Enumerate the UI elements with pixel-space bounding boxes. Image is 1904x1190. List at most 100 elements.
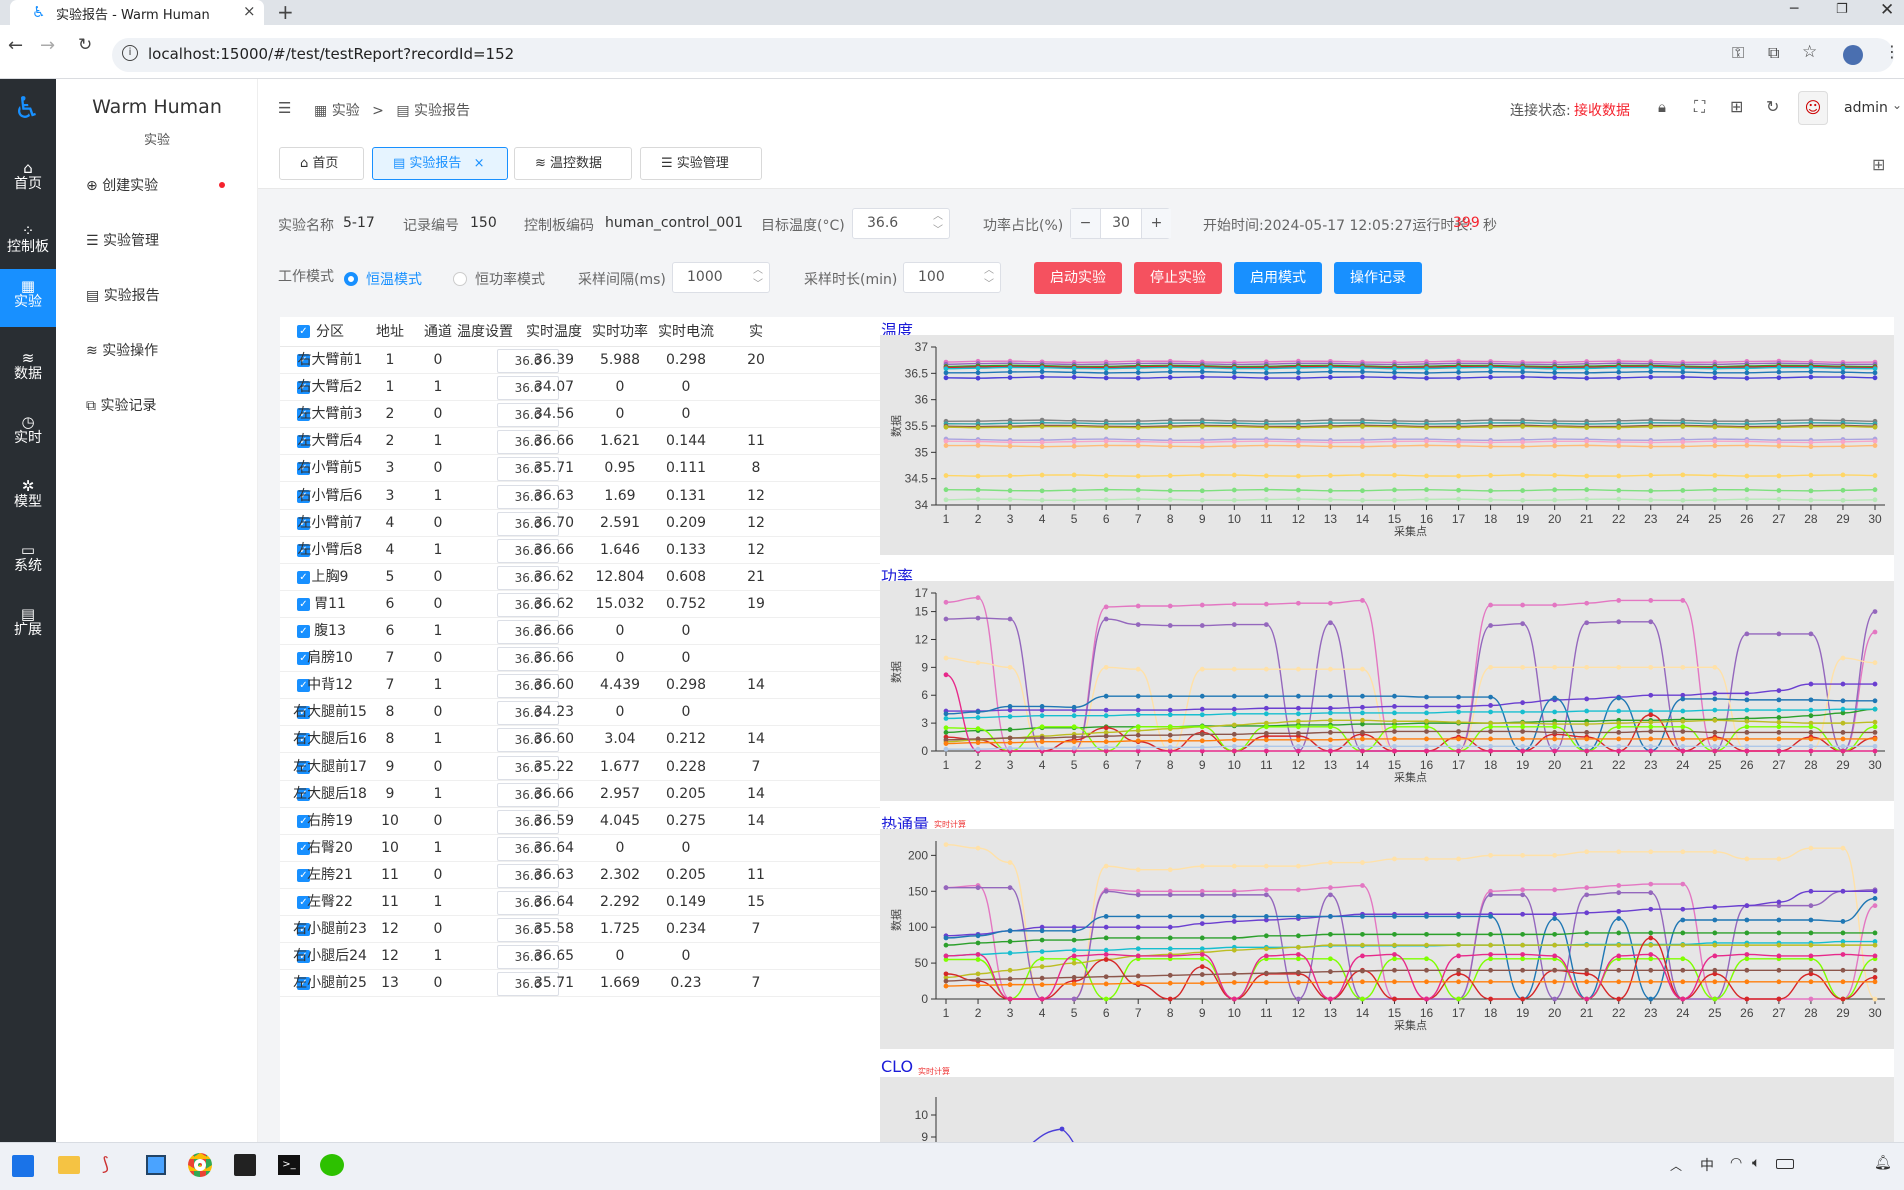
back-icon[interactable]: ← bbox=[8, 35, 24, 56]
row-checkbox[interactable]: ✓ bbox=[297, 462, 310, 476]
row-checkbox[interactable]: ✓ bbox=[297, 543, 310, 557]
row-checkbox[interactable]: ✓ bbox=[297, 435, 310, 449]
stop-experiment-button[interactable]: 停止实验 bbox=[1134, 262, 1222, 294]
table-row[interactable]: ✓ 左大腿后18 9 1 36.6 36.66 2.957 0.205 14 bbox=[280, 781, 880, 808]
temp-setting-input[interactable]: 36.6 bbox=[497, 945, 559, 970]
temp-setting-input[interactable]: 36.6 bbox=[497, 701, 559, 726]
temp-setting-input[interactable]: 36.6 bbox=[497, 863, 559, 888]
temp-setting-input[interactable]: 36.6 bbox=[497, 511, 559, 536]
temp-setting-input[interactable]: 36.6 bbox=[497, 592, 559, 617]
enable-mode-button[interactable]: 启用模式 bbox=[1234, 262, 1322, 294]
table-row[interactable]: ✓ 上胸9 5 0 36.6 36.62 12.804 0.608 21 bbox=[280, 564, 880, 591]
notification-icon[interactable]: 🔔︎ bbox=[1874, 1155, 1892, 1171]
nav-home[interactable]: ⌂ 首页 bbox=[0, 151, 56, 205]
table-row[interactable]: ✓ 左大臂后4 2 1 36.6 36.66 1.621 0.144 11 bbox=[280, 428, 880, 456]
temp-setting-input[interactable]: 36.6 bbox=[497, 565, 559, 590]
table-row[interactable]: ✓ 右大腿后16 8 1 36.6 36.60 3.04 0.212 14 bbox=[280, 726, 880, 754]
browser-menu-icon[interactable]: ⋮ bbox=[1884, 42, 1900, 61]
avatar[interactable]: ☺ bbox=[1798, 91, 1828, 125]
submenu-report[interactable]: ▤ 实验报告 bbox=[86, 285, 160, 305]
duration-input[interactable]: 100 ︿ ﹀ bbox=[903, 262, 1001, 293]
temp-setting-input[interactable]: 36.6 bbox=[497, 755, 559, 780]
row-checkbox[interactable]: ✓ bbox=[297, 896, 310, 909]
row-checkbox[interactable]: ✓ bbox=[297, 787, 310, 801]
jetbrains-icon[interactable] bbox=[234, 1154, 256, 1176]
install-icon[interactable]: ⧉ bbox=[1768, 43, 1780, 62]
row-checkbox[interactable]: ✓ bbox=[297, 652, 310, 666]
nav-extend[interactable]: ▤ 扩展 bbox=[0, 597, 56, 651]
app-icon[interactable]: ⟆ bbox=[102, 1154, 110, 1175]
temp-setting-input[interactable]: 36.6 bbox=[497, 918, 559, 943]
wifi-icon[interactable]: ◠ bbox=[1730, 1155, 1743, 1171]
temp-setting-input[interactable]: 36.6 bbox=[497, 538, 559, 563]
target-temp-input[interactable]: 36.6 ︿ ﹀ bbox=[852, 208, 950, 239]
spin-down-icon[interactable]: ﹀ bbox=[984, 279, 994, 290]
wechat-icon[interactable] bbox=[320, 1154, 344, 1176]
url-field[interactable]: i localhost:15000/#/test/testReport?reco… bbox=[112, 38, 1894, 72]
tab-close-icon[interactable]: × bbox=[473, 156, 485, 171]
table-row[interactable]: ✓ 右小臂后6 3 1 36.6 36.63 1.69 0.131 12 bbox=[280, 483, 880, 510]
row-checkbox[interactable]: ✓ bbox=[297, 706, 310, 720]
table-row[interactable]: ✓ 腹13 6 1 36.6 36.66 0 0 bbox=[280, 618, 880, 645]
tab-manage[interactable]: ☰ 实验管理 bbox=[640, 147, 762, 180]
table-row[interactable]: ✓ 左小腿前25 13 0 36.6 35.71 1.669 0.23 7 bbox=[280, 970, 880, 998]
row-checkbox[interactable]: ✓ bbox=[297, 950, 310, 964]
temp-setting-input[interactable]: 36.6 bbox=[497, 809, 559, 834]
temp-setting-input[interactable]: 36.6 bbox=[497, 457, 559, 482]
new-tab-icon[interactable]: + bbox=[277, 0, 294, 24]
table-row[interactable]: ✓ 右大臂前1 1 0 36.6 36.39 5.988 0.298 20 bbox=[280, 347, 880, 374]
table-row[interactable]: ✓ 右大臂后2 1 1 36.6 34.07 0 0 bbox=[280, 374, 880, 402]
row-checkbox[interactable]: ✓ bbox=[297, 841, 310, 855]
table-row[interactable]: ✓ 左小臂前7 4 0 36.6 36.70 2.591 0.209 12 bbox=[280, 510, 880, 537]
table-row[interactable]: ✓ 左小臂后8 4 1 36.6 36.66 1.646 0.133 12 bbox=[280, 537, 880, 564]
temp-setting-input[interactable]: 36.6 bbox=[497, 484, 559, 509]
spin-down-icon[interactable]: ﹀ bbox=[753, 279, 763, 290]
fullscreen-icon[interactable]: ⛶ bbox=[1694, 97, 1706, 116]
temp-setting-input[interactable]: 36.6 bbox=[497, 349, 559, 373]
row-checkbox[interactable]: ✓ bbox=[297, 923, 310, 937]
chrome-icon[interactable] bbox=[188, 1153, 212, 1177]
row-checkbox[interactable]: ✓ bbox=[297, 679, 310, 693]
row-checkbox[interactable]: ✓ bbox=[297, 597, 310, 611]
stepper-plus-button[interactable]: + bbox=[1141, 209, 1171, 238]
layout-icon[interactable]: ⊞ bbox=[1730, 97, 1744, 116]
bookmark-star-icon[interactable]: ☆ bbox=[1802, 42, 1818, 62]
reload-icon[interactable]: ↻ bbox=[78, 35, 93, 55]
nav-model[interactable]: ✲ 模型 bbox=[0, 469, 56, 523]
operation-log-button[interactable]: 操作记录 bbox=[1334, 262, 1422, 294]
spin-up-icon[interactable]: ︿ bbox=[933, 211, 943, 222]
power-ratio-stepper[interactable]: − 30 + bbox=[1070, 208, 1171, 239]
spin-up-icon[interactable]: ︿ bbox=[753, 265, 763, 276]
row-checkbox[interactable]: ✓ bbox=[297, 868, 310, 882]
row-checkbox[interactable]: ✓ bbox=[297, 760, 310, 774]
row-checkbox[interactable]: ✓ bbox=[297, 489, 310, 503]
refresh-icon[interactable]: ↻ bbox=[1766, 97, 1780, 116]
submenu-operate[interactable]: ≋ 实验操作 bbox=[86, 340, 158, 360]
lock-icon[interactable]: 🔒︎ bbox=[1658, 98, 1666, 116]
stepper-minus-button[interactable]: − bbox=[1071, 209, 1101, 238]
temp-setting-input[interactable]: 36.6 bbox=[497, 836, 559, 861]
table-row[interactable]: ✓ 右小腿后24 12 1 36.6 36.65 0 0 bbox=[280, 943, 880, 971]
row-checkbox[interactable]: ✓ bbox=[297, 977, 310, 991]
restore-icon[interactable]: ❐ bbox=[1836, 2, 1848, 17]
temp-setting-input[interactable]: 36.6 bbox=[497, 674, 559, 699]
submenu-create[interactable]: ⊕ 创建实验 bbox=[86, 175, 158, 195]
row-checkbox[interactable]: ✓ bbox=[297, 733, 310, 747]
minimize-icon[interactable]: ─ bbox=[1790, 1, 1799, 17]
row-checkbox[interactable]: ✓ bbox=[297, 516, 310, 530]
row-checkbox[interactable]: ✓ bbox=[297, 354, 310, 367]
temp-setting-input[interactable]: 36.6 bbox=[497, 430, 559, 455]
mode-constant-temp-label[interactable]: 恒温模式 bbox=[366, 272, 422, 288]
volume-icon[interactable]: 🔈︎ bbox=[1752, 1155, 1761, 1171]
temp-setting-input[interactable]: 36.6 bbox=[497, 376, 559, 401]
submenu-record[interactable]: ⧉ 实验记录 bbox=[86, 395, 156, 415]
tab-report[interactable]: ▤ 实验报告 × bbox=[372, 147, 508, 180]
collapse-menu-icon[interactable]: ☰ bbox=[278, 99, 292, 117]
row-checkbox[interactable]: ✓ bbox=[297, 625, 310, 638]
row-checkbox[interactable]: ✓ bbox=[297, 570, 310, 584]
temp-setting-input[interactable]: 36.6 bbox=[497, 403, 559, 428]
row-checkbox[interactable]: ✓ bbox=[297, 408, 310, 422]
interval-input[interactable]: 1000 ︿ ﹀ bbox=[672, 262, 770, 293]
start-experiment-button[interactable]: 启动实验 bbox=[1034, 262, 1122, 294]
window-icon[interactable] bbox=[146, 1155, 166, 1175]
